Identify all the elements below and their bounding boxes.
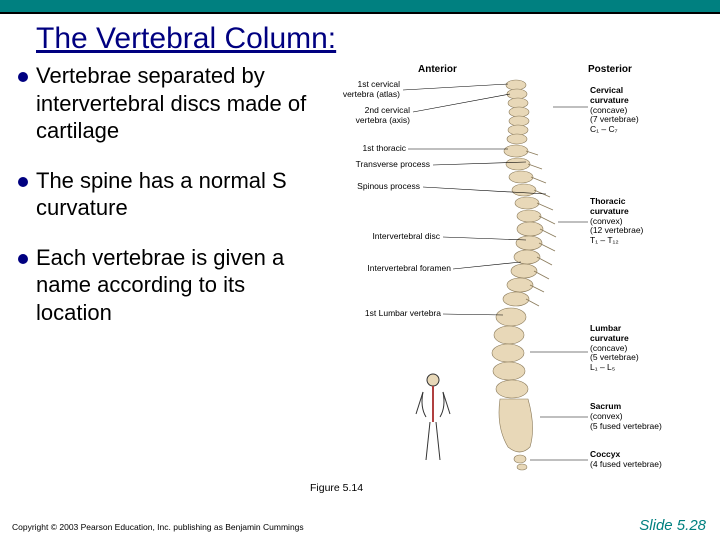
copyright-text: Copyright © 2003 Pearson Education, Inc.… <box>12 522 304 532</box>
slide-number: Slide 5.28 <box>639 517 706 534</box>
bullet-icon <box>18 72 28 82</box>
top-bar <box>0 0 720 12</box>
anterior-header: Anterior <box>418 64 457 75</box>
text-column: Vertebrae separated by intervertebral di… <box>18 62 308 482</box>
bullet-text: Each vertebrae is given a name according… <box>36 244 308 327</box>
bullet-icon <box>18 177 28 187</box>
bullet-text: Vertebrae separated by intervertebral di… <box>36 62 308 145</box>
label-disc: Intervertebral disc <box>328 232 440 242</box>
figure-caption: Figure 5.14 <box>310 482 363 494</box>
skeleton-inset <box>408 372 458 467</box>
bullet-list: Vertebrae separated by intervertebral di… <box>18 62 308 326</box>
label-cervical: Cervicalcurvature(concave)(7 vertebrae)C… <box>590 86 639 135</box>
content-area: Vertebrae separated by intervertebral di… <box>0 62 720 482</box>
slide-title: The Vertebral Column: <box>0 14 720 62</box>
bullet-item: Each vertebrae is given a name according… <box>18 244 308 327</box>
label-transverse: Transverse process <box>318 160 430 170</box>
spine-diagram: Anterior Posterior <box>308 62 708 482</box>
label-c1: 1st cervicalvertebra (atlas) <box>318 80 400 100</box>
label-sacrum: Sacrum(convex)(5 fused vertebrae) <box>590 402 662 431</box>
label-lumbar: Lumbarcurvature(concave)(5 vertebrae)L₁ … <box>590 324 639 373</box>
label-c2: 2nd cervicalvertebra (axis) <box>328 106 410 126</box>
diagram-column: Anterior Posterior <box>308 62 708 482</box>
label-thoracic: Thoraciccurvature(convex)(12 vertebrae)T… <box>590 197 643 246</box>
label-foramen: Intervertebral foramen <box>313 264 451 274</box>
posterior-header: Posterior <box>588 64 632 75</box>
bullet-item: The spine has a normal S curvature <box>18 167 308 222</box>
bullet-icon <box>18 254 28 264</box>
bullet-text: The spine has a normal S curvature <box>36 167 308 222</box>
label-l1: 1st Lumbar vertebra <box>313 309 441 319</box>
bullet-item: Vertebrae separated by intervertebral di… <box>18 62 308 145</box>
label-spinous: Spinous process <box>328 182 420 192</box>
spine-svg <box>478 77 578 477</box>
label-t1: 1st thoracic <box>328 144 406 154</box>
label-coccyx: Coccyx(4 fused vertebrae) <box>590 450 662 470</box>
